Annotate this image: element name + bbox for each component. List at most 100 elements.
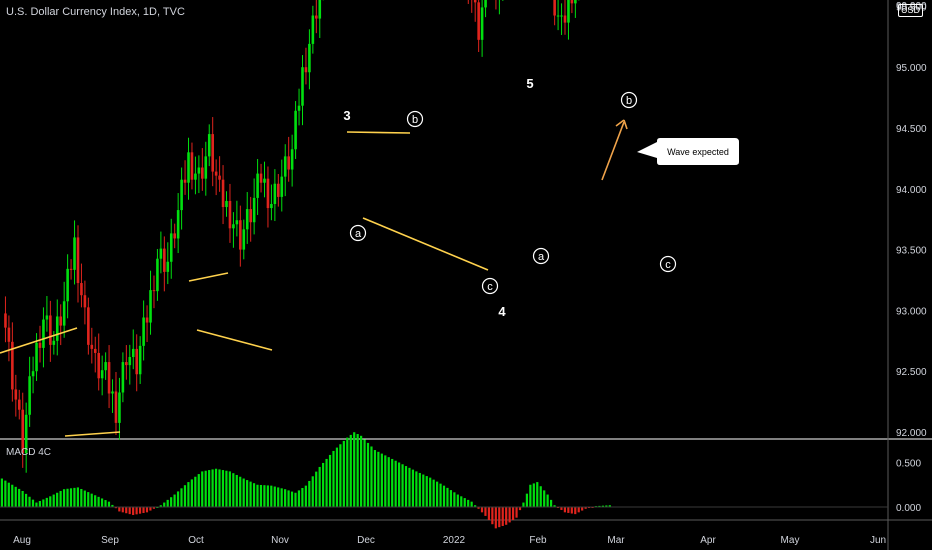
macd-bar xyxy=(370,446,373,507)
macd-bar xyxy=(401,464,404,507)
macd-bar xyxy=(532,483,535,507)
macd-bar xyxy=(239,476,242,507)
macd-bar xyxy=(505,507,508,525)
macd-bar xyxy=(380,453,383,507)
macd-bar xyxy=(197,474,200,507)
candle xyxy=(14,389,18,400)
macd-bar xyxy=(173,494,176,507)
macd-bar xyxy=(4,480,7,507)
macd-bar xyxy=(52,494,55,507)
y-tick-label: 94.500 xyxy=(896,124,927,135)
candle xyxy=(301,67,304,106)
candle xyxy=(190,152,194,180)
candle xyxy=(242,229,246,250)
macd-bar xyxy=(494,507,497,529)
trendline[interactable] xyxy=(0,327,78,354)
macd-bar xyxy=(21,490,24,507)
circled-wave-marker[interactable] xyxy=(620,91,638,109)
macd-bar xyxy=(100,498,104,507)
circled-wave-marker[interactable] xyxy=(406,110,424,128)
candle xyxy=(121,362,125,393)
macd-bar xyxy=(311,476,314,507)
trendline[interactable] xyxy=(188,272,229,282)
callout-bubble[interactable] xyxy=(637,138,739,165)
circled-wave-marker[interactable] xyxy=(349,224,367,242)
macd-bar xyxy=(152,507,155,509)
macd-bar xyxy=(11,484,14,507)
macd-bar xyxy=(270,485,273,507)
macd-bar xyxy=(83,490,86,507)
candle xyxy=(97,352,101,379)
macd-bar xyxy=(31,499,35,507)
macd-bar xyxy=(159,505,162,507)
trendline[interactable] xyxy=(362,217,489,271)
macd-bar xyxy=(384,455,387,507)
candle xyxy=(315,15,318,19)
macd-y-tick-label: 0.000 xyxy=(896,503,921,514)
candle xyxy=(180,179,183,211)
circled-wave-label: b xyxy=(626,95,632,107)
macd-bar xyxy=(560,507,563,510)
macd-bar xyxy=(132,507,135,516)
y-tick-label: 92.500 xyxy=(896,367,927,378)
macd-bar xyxy=(518,507,522,511)
macd-bar xyxy=(294,492,297,507)
circled-wave-marker[interactable] xyxy=(481,277,499,295)
macd-bar xyxy=(297,490,301,507)
macd-bar xyxy=(549,499,553,507)
macd-bar xyxy=(315,471,318,507)
candle xyxy=(563,15,567,23)
macd-bar xyxy=(14,486,17,507)
candle xyxy=(176,210,180,239)
projection-arrow[interactable] xyxy=(601,121,625,181)
trendline[interactable] xyxy=(346,131,411,134)
circled-wave-marker[interactable] xyxy=(659,255,677,273)
macd-bar xyxy=(7,482,10,507)
macd-indicator-label[interactable]: MACD 4C xyxy=(6,447,52,458)
macd-bar xyxy=(277,487,280,507)
trendline[interactable] xyxy=(64,431,121,437)
macd-bar xyxy=(346,437,349,507)
candle xyxy=(163,248,166,272)
candle xyxy=(145,317,149,323)
candle xyxy=(473,0,477,3)
candle xyxy=(287,156,290,170)
x-tick-label: Apr xyxy=(700,535,716,546)
candle xyxy=(142,317,145,346)
macd-bar xyxy=(284,489,287,507)
macd-bar xyxy=(56,492,59,507)
currency-badge[interactable]: USD xyxy=(898,4,924,17)
macd-bar xyxy=(242,478,245,507)
macd-bar xyxy=(107,501,111,507)
macd-bar xyxy=(429,477,432,507)
circled-wave-label: c xyxy=(487,281,493,293)
macd-bar xyxy=(387,457,390,507)
circled-wave-label: b xyxy=(412,114,418,126)
candle xyxy=(104,362,107,371)
candle xyxy=(159,248,163,259)
candle xyxy=(152,290,156,292)
macd-bar xyxy=(539,486,542,507)
macd-bar xyxy=(308,480,311,507)
macd-bar xyxy=(66,488,69,507)
y-tick-label: 99.000 xyxy=(896,1,927,12)
macd-bar xyxy=(322,462,325,507)
circled-wave-marker[interactable] xyxy=(532,247,550,265)
candle xyxy=(24,414,28,454)
macd-bar xyxy=(394,460,397,507)
x-tick-label: Jun xyxy=(870,535,886,546)
candle xyxy=(211,134,214,172)
candle xyxy=(52,340,56,345)
candle xyxy=(570,0,574,4)
candle xyxy=(138,345,142,375)
candle xyxy=(311,15,315,44)
macd-bar xyxy=(477,507,480,509)
macd-bar xyxy=(328,454,332,507)
macd-bar xyxy=(473,505,477,507)
macd-bar xyxy=(432,479,435,507)
trendline[interactable] xyxy=(196,329,273,351)
candle xyxy=(477,2,480,40)
y-tick-label: 93.000 xyxy=(896,306,927,317)
macd-bar xyxy=(484,507,487,516)
